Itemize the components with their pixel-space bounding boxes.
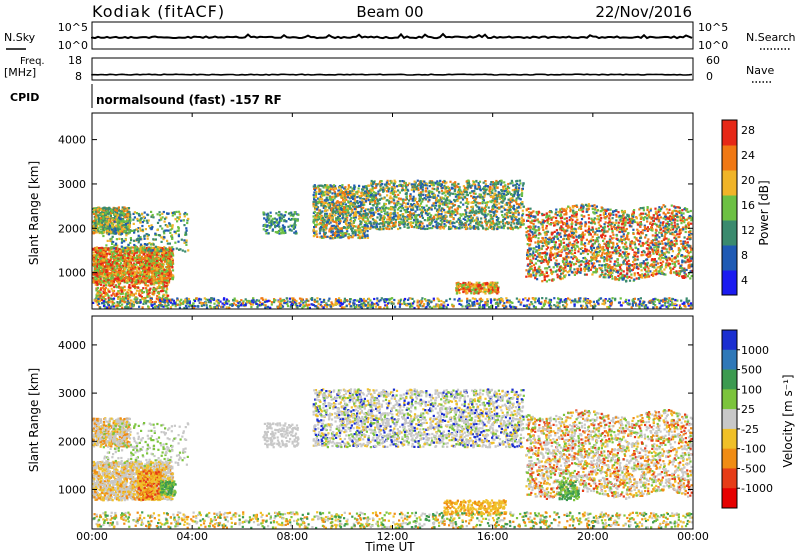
range-tick-label: 3000 xyxy=(58,178,86,191)
time-tick-label: 04:00 xyxy=(176,530,208,543)
time-tick-label: 00:00 xyxy=(677,530,709,543)
colorbar-swatch xyxy=(722,488,737,509)
colorbar-swatch xyxy=(722,245,737,271)
colorbar-swatch xyxy=(722,349,737,371)
colorbar-swatch xyxy=(722,170,737,196)
colorbar-swatch xyxy=(722,270,737,296)
colorbar-tick-label: 1000 xyxy=(741,344,769,357)
velocity-panel: 1000 2000 3000 4000 Slant Range [km] 1000 50… xyxy=(27,315,795,530)
nave-tick-top: 60 xyxy=(706,54,720,67)
date-title: 22/Nov/2016 xyxy=(595,3,692,21)
colorbar-tick-label: 500 xyxy=(741,364,762,377)
colorbar-tick-label: 20 xyxy=(741,174,755,187)
cpid-label: CPID xyxy=(10,91,39,104)
range-tick-label: 4000 xyxy=(58,134,86,147)
colorbar-swatch xyxy=(722,428,737,450)
time-tick-label: 16:00 xyxy=(477,530,509,543)
colorbar-tick-label: 8 xyxy=(741,249,748,262)
nsky-tick-top: 10^5 xyxy=(58,21,88,34)
colorbar-swatch xyxy=(722,120,737,146)
nave-tick-bottom: 0 xyxy=(706,70,713,83)
colorbar-tick-label: -1000 xyxy=(741,482,773,495)
freq-unit: [MHz] xyxy=(4,66,36,79)
freq-frame xyxy=(91,57,694,81)
power-colorbar-label: Power [dB] xyxy=(757,180,771,245)
colorbar-swatch xyxy=(722,195,737,221)
colorbar-tick-label: -25 xyxy=(741,423,759,436)
freq-trace xyxy=(91,73,693,76)
colorbar-tick-label: 25 xyxy=(741,403,755,416)
nsearch-tick-bottom: 10^0 xyxy=(698,39,728,52)
colorbar-tick-label: 24 xyxy=(741,149,755,162)
colorbar-swatch xyxy=(722,145,737,171)
colorbar-tick-label: -100 xyxy=(741,443,766,456)
velocity-yticks: 1000 2000 3000 4000 xyxy=(58,339,693,496)
colorbar-tick-label: 100 xyxy=(741,383,762,396)
range-tick-label: 3000 xyxy=(58,387,86,400)
colorbar-tick-label: 28 xyxy=(741,124,755,137)
power-colorbar: 4 8 12 16 20 24 28 xyxy=(721,119,755,296)
velocity-ylabel: Slant Range [km] xyxy=(27,368,41,472)
time-axis-label: Time UT xyxy=(364,540,415,554)
nsearch-tick-top: 10^5 xyxy=(698,21,728,34)
velocity-heatmap xyxy=(92,388,694,530)
range-tick-label: 4000 xyxy=(58,339,86,352)
power-ylabel: Slant Range [km] xyxy=(27,161,41,265)
colorbar-swatch xyxy=(722,369,737,390)
power-frame xyxy=(91,112,694,310)
time-tick-label: 00:00 xyxy=(76,530,108,543)
time-axis-ticks: 00:00 04:00 08:00 12:00 16:00 20:00 00:00 xyxy=(76,113,709,543)
velocity-colorbar-label: Velocity [m s⁻¹] xyxy=(781,374,795,467)
colorbar-swatch xyxy=(722,448,737,469)
colorbar-swatch xyxy=(722,389,737,410)
freq-label: Freq. xyxy=(20,56,45,67)
nsky-label: N.Sky xyxy=(4,31,36,44)
power-heatmap xyxy=(92,179,694,310)
colorbar-tick-label: 4 xyxy=(741,274,748,287)
nave-label: Nave xyxy=(746,64,774,77)
time-tick-label: 20:00 xyxy=(577,530,609,543)
range-tick-label: 2000 xyxy=(58,435,86,448)
station-title: Kodiak (fitACF) xyxy=(92,2,225,21)
nsky-panel: N.Sky 10^5 10^0 10^5 10^0 N.Search xyxy=(4,21,796,52)
beam-title: Beam 00 xyxy=(356,3,423,21)
time-tick-label: 08:00 xyxy=(276,530,308,543)
range-tick-label: 2000 xyxy=(58,222,86,235)
colorbar-swatch xyxy=(722,330,737,351)
colorbar-swatch xyxy=(722,468,737,489)
range-tick-label: 1000 xyxy=(58,483,86,496)
colorbar-tick-label: 16 xyxy=(741,199,755,212)
freq-tick-top: 18 xyxy=(68,54,82,67)
power-panel: 1000 2000 3000 4000 Slant Range [km] 4 8 12 16… xyxy=(27,112,771,310)
power-yticks: 1000 2000 3000 4000 xyxy=(58,134,693,280)
colorbar-swatch xyxy=(722,409,737,430)
freq-tick-bottom: 8 xyxy=(75,70,82,83)
velocity-colorbar: 1000 500 100 25 -25 -100 -500 -1000 xyxy=(721,329,773,509)
nsky-frame xyxy=(91,21,694,50)
range-tick-label: 1000 xyxy=(58,267,86,280)
time-tick-label: 12:00 xyxy=(377,530,409,543)
colorbar-swatch xyxy=(722,220,737,246)
nsky-trace xyxy=(91,32,693,40)
nsearch-label: N.Search xyxy=(746,31,796,44)
colorbar-tick-label: -500 xyxy=(741,462,766,475)
cpid-text: normalsound (fast) -157 RF xyxy=(96,93,282,107)
nsky-tick-bottom: 10^0 xyxy=(58,39,88,52)
colorbar-tick-label: 12 xyxy=(741,224,755,237)
freq-panel: Freq. [MHz] 18 8 60 0 Nave xyxy=(4,54,774,83)
